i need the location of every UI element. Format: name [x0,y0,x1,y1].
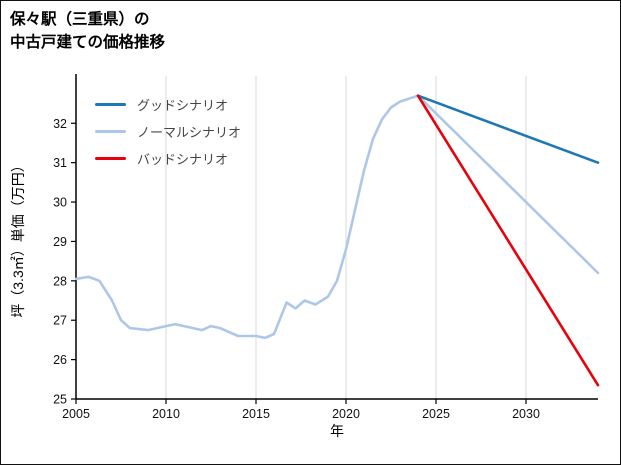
y-axis-label: 坪（3.3㎡）単価（万円） [10,158,26,318]
x-tick-label: 2030 [512,407,540,421]
legend-line-swatch [95,103,126,106]
chart-title: 保々駅（三重県）の 中古戸建ての価格推移 [10,8,165,55]
legend-item: グッドシナリオ [95,91,241,118]
x-axis-label: 年 [330,423,344,439]
y-tick-label: 30 [53,196,67,210]
series-line-3 [416,94,600,387]
legend-label: ノーマルシナリオ [137,125,242,140]
x-tick-label: 2005 [62,407,90,421]
legend-label: グッドシナリオ [137,98,229,113]
y-tick-label: 31 [53,156,67,170]
chart-legend: グッドシナリオ ノーマルシナリオ バッドシナリオ [95,91,241,172]
y-tick-label: 28 [53,274,67,288]
y-tick-label: 29 [53,235,67,249]
y-tick-label: 32 [53,117,67,131]
series-line-2 [74,94,600,340]
legend-line-swatch [95,157,126,160]
x-tick-label: 2010 [152,407,180,421]
y-tick-label: 26 [53,353,67,367]
x-tick-label: 2015 [242,407,270,421]
legend-label: バッドシナリオ [137,152,229,167]
series-line-1 [416,94,600,164]
chart-title-line2: 中古戸建ての価格推移 [10,34,166,52]
y-tick-label: 27 [53,314,67,328]
chart-title-line1: 保々駅（三重県）の [10,11,150,28]
y-tick-label: 25 [53,393,67,407]
x-tick-label: 2025 [422,407,450,421]
legend-item: バッドシナリオ [95,145,241,172]
x-tick-label: 2020 [332,407,360,421]
legend-item: ノーマルシナリオ [95,118,241,145]
legend-line-swatch [95,130,126,133]
